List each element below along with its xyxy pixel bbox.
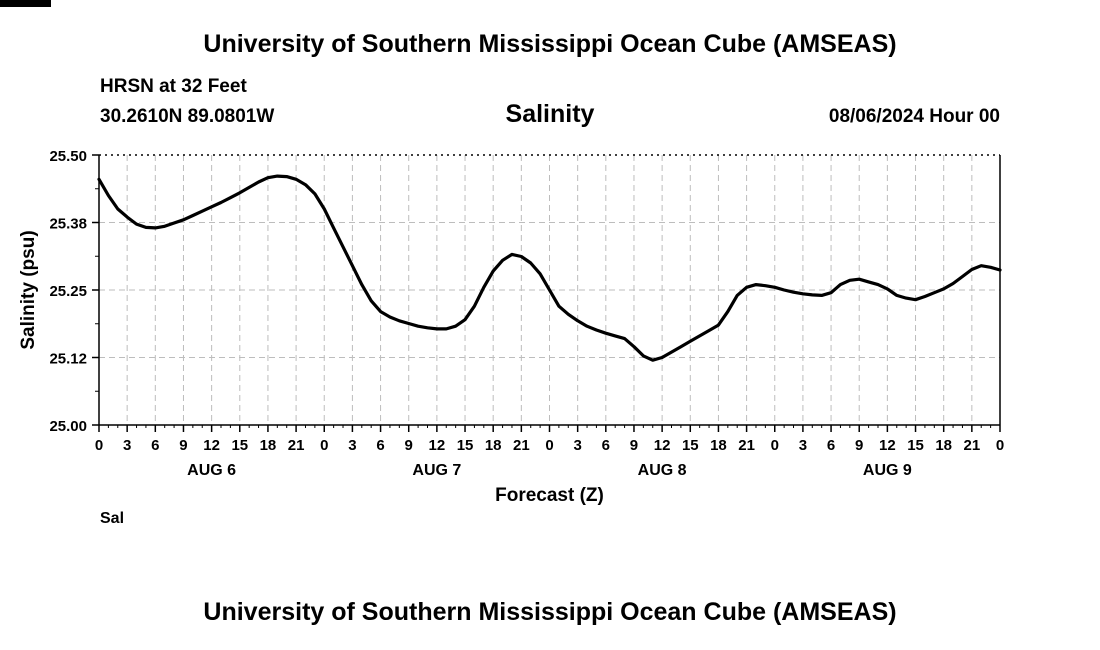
day-label: AUG 8 (638, 462, 687, 479)
x-tick-label: 21 (964, 437, 981, 454)
x-tick-label: 12 (654, 437, 671, 454)
y-tick-label: 25.25 (49, 283, 87, 300)
x-tick-label: 21 (738, 437, 755, 454)
page-title: University of Southern Mississippi Ocean… (203, 30, 897, 58)
y-tick-label: 25.38 (49, 216, 87, 233)
x-tick-label: 3 (348, 437, 356, 454)
legend-swatch (0, 0, 51, 7)
chart-title: Salinity (505, 100, 595, 128)
y-axis-label: Salinity (psu) (18, 230, 39, 349)
x-tick-label: 9 (179, 437, 187, 454)
footer-title: University of Southern Mississippi Ocean… (203, 598, 897, 626)
x-tick-label: 3 (123, 437, 131, 454)
x-tick-label: 12 (203, 437, 220, 454)
day-label: AUG 9 (863, 462, 912, 479)
x-tick-label: 21 (288, 437, 305, 454)
x-tick-label: 0 (771, 437, 779, 454)
x-tick-label: 18 (710, 437, 727, 454)
x-tick-label: 9 (405, 437, 413, 454)
x-tick-label: 0 (320, 437, 328, 454)
forecast-datetime: 08/06/2024 Hour 00 (828, 106, 1000, 127)
day-label: AUG 7 (412, 462, 461, 479)
x-tick-label: 15 (907, 437, 924, 454)
x-tick-label: 18 (935, 437, 952, 454)
y-tick-label: 25.50 (49, 148, 87, 165)
legend-label: Sal (100, 510, 125, 527)
x-tick-label: 0 (996, 437, 1004, 454)
x-tick-label: 18 (485, 437, 502, 454)
x-axis-label: Forecast (Z) (495, 485, 604, 506)
x-tick-label: 3 (573, 437, 581, 454)
x-tick-label: 9 (630, 437, 638, 454)
x-tick-label: 12 (429, 437, 446, 454)
x-tick-label: 15 (231, 437, 248, 454)
x-tick-label: 18 (260, 437, 277, 454)
coordinates-label: 30.2610N 89.0801W (100, 106, 275, 127)
x-tick-label: 21 (513, 437, 530, 454)
station-label: HRSN at 32 Feet (100, 76, 247, 97)
y-tick-label: 25.12 (49, 351, 87, 368)
x-tick-label: 0 (95, 437, 103, 454)
x-tick-label: 6 (376, 437, 384, 454)
y-tick-label: 25.00 (49, 418, 87, 435)
x-tick-label: 6 (151, 437, 159, 454)
x-tick-label: 9 (855, 437, 863, 454)
x-tick-label: 6 (602, 437, 610, 454)
x-tick-label: 12 (879, 437, 896, 454)
x-tick-label: 6 (827, 437, 835, 454)
series-line-sal (97, 174, 1002, 362)
x-tick-label: 0 (545, 437, 553, 454)
x-tick-label: 15 (682, 437, 699, 454)
x-tick-label: 15 (457, 437, 474, 454)
x-tick-label: 3 (799, 437, 807, 454)
day-label: AUG 6 (187, 462, 236, 479)
